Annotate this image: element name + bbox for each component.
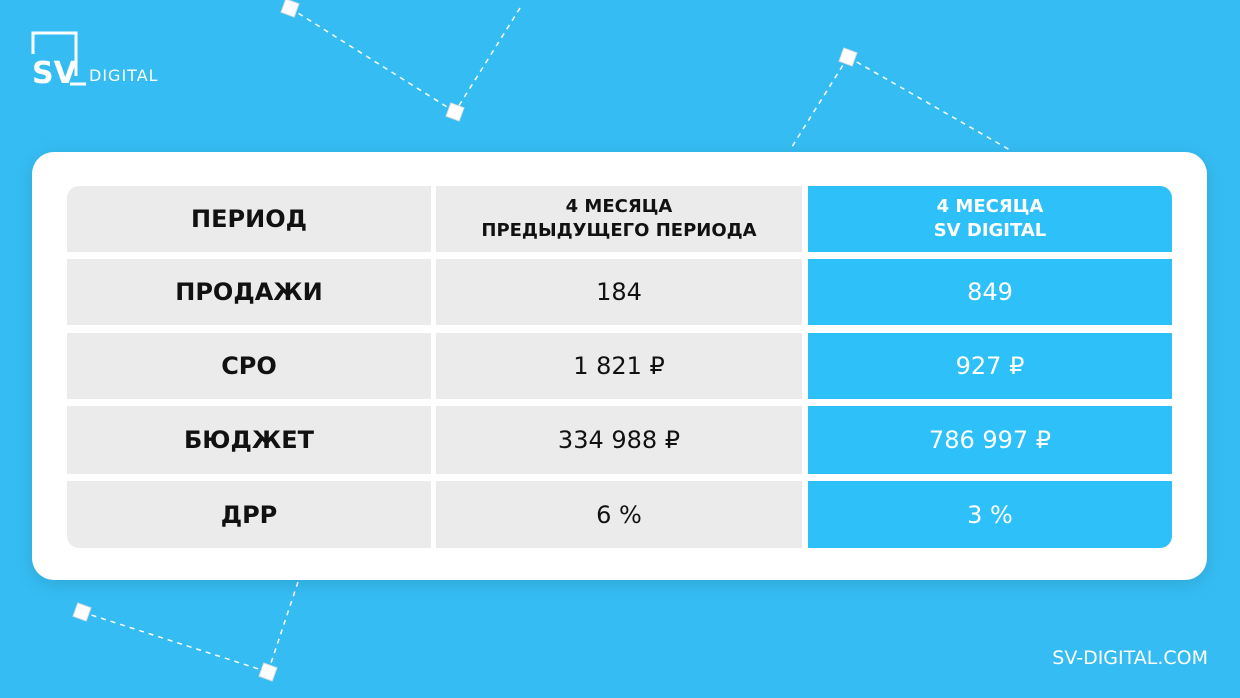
header-line: SV DIGITAL xyxy=(933,220,1047,241)
footer: SV-DIGITAL.COM xyxy=(1052,647,1208,669)
value-cell: 1 821 ₽ xyxy=(436,333,802,399)
header-cell: ПЕРИОД xyxy=(67,186,431,252)
row-label: CPO xyxy=(67,333,431,399)
row-label: ПРОДАЖИ xyxy=(67,259,431,325)
value-cell: 927 ₽ xyxy=(808,333,1172,399)
header-line: 4 МЕСЯЦА xyxy=(936,196,1044,217)
row-label: ДРР xyxy=(67,481,431,548)
header-line: 4 МЕСЯЦА xyxy=(565,196,673,217)
value-cell: 786 997 ₽ xyxy=(808,406,1172,474)
header-cell: 4 МЕСЯЦА ПРЕДЫДУЩЕГО ПЕРИОДА xyxy=(436,186,802,252)
value-cell: 6 % xyxy=(436,481,802,548)
logo-text: DIGITAL xyxy=(89,66,159,85)
header-line: ПРЕДЫДУЩЕГО ПЕРИОДА xyxy=(481,220,757,241)
logo-mark: SV xyxy=(32,56,77,91)
header-cell: 4 МЕСЯЦА SV DIGITAL xyxy=(808,186,1172,252)
value-cell: 849 xyxy=(808,259,1172,325)
value-cell: 184 xyxy=(436,259,802,325)
value-cell: 334 988 ₽ xyxy=(436,406,802,474)
value-cell: 3 % xyxy=(808,481,1172,548)
header-line: ПЕРИОД xyxy=(191,205,307,233)
row-label: БЮДЖЕТ xyxy=(67,406,431,474)
